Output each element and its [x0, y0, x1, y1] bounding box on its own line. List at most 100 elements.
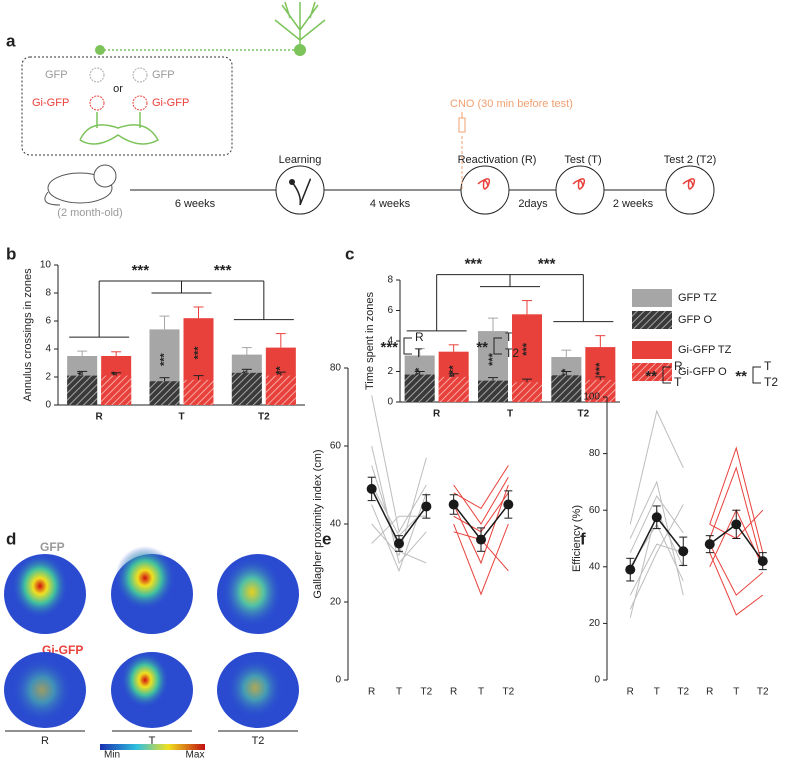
comparison-bracket [403, 337, 412, 355]
mean-point [731, 519, 742, 530]
series-line [709, 446, 764, 553]
y-tick-label: 20 [330, 597, 342, 608]
mean-point [421, 501, 432, 512]
panel-label: a [6, 31, 16, 50]
x-tick-label: T [478, 687, 484, 698]
legend-swatch [632, 311, 672, 329]
y-tick-label: 40 [330, 519, 342, 530]
virus-label: Gi-GFP [152, 97, 189, 109]
age-label: (2 month-old) [57, 207, 122, 219]
series-line [453, 465, 509, 510]
stage-label: Reactivation (R) [458, 154, 537, 166]
bar-stars: *** [594, 362, 606, 376]
x-tick-label: T [733, 687, 739, 698]
mean-point [394, 538, 404, 549]
bar [101, 375, 132, 405]
x-tick-label: R [433, 409, 441, 420]
stage-label: Test (T) [564, 154, 601, 166]
legend-label: Gi-GFP O [678, 366, 727, 378]
y-tick-label: 80 [330, 363, 342, 374]
y-tick-label: 4 [387, 336, 393, 347]
comparison-label: R [415, 330, 424, 344]
bar-stars: *** [487, 352, 499, 366]
comparison-label: T [505, 330, 513, 344]
x-tick-label: T2 [677, 687, 689, 698]
y-tick-label: 2 [387, 366, 393, 377]
y-tick-label: 100 [583, 392, 600, 403]
y-tick-label: 60 [589, 505, 601, 516]
bar [265, 375, 296, 405]
mean-point [757, 556, 768, 567]
y-axis-label: Annulus crossings in zones [22, 268, 34, 402]
y-tick-label: 6 [387, 305, 393, 316]
bracket-stars: *** [132, 262, 150, 279]
maze-path [291, 178, 312, 206]
y-axis-label: Time spent in zones [364, 291, 376, 390]
comparison-label: T2 [505, 346, 519, 360]
series-line [371, 515, 427, 544]
bar-stars: *** [158, 353, 170, 367]
y-tick-label: 4 [45, 344, 51, 355]
panel-label: e [322, 529, 331, 548]
x-tick-label: T2 [577, 409, 589, 420]
interval-label: 2days [518, 198, 548, 210]
comparison-stars: ** [645, 368, 657, 385]
virus-icon [132, 67, 148, 83]
interval-label: 6 weeks [175, 198, 216, 210]
comparison-bracket [493, 337, 502, 355]
bracket-stars: *** [465, 256, 483, 273]
x-tick-label: T [507, 409, 513, 420]
panel-label: d [6, 529, 16, 548]
bar [149, 381, 180, 405]
bar [67, 375, 98, 405]
legend-label: Gi-GFP TZ [678, 344, 732, 356]
panel-label: b [6, 244, 16, 263]
y-tick-label: 20 [589, 618, 601, 629]
comparison-stars: ** [735, 368, 747, 385]
bar [478, 380, 508, 402]
series-line [453, 484, 509, 565]
series-line [629, 409, 684, 525]
virus-label: GFP [152, 69, 175, 81]
x-tick-label: R [627, 687, 634, 698]
x-tick-label: T [178, 412, 184, 423]
series-line [629, 543, 684, 596]
bar-stars: ** [275, 366, 287, 375]
y-tick-label: 10 [40, 260, 52, 271]
brain-outline [79, 112, 160, 145]
colorbar-label: Min [104, 750, 120, 761]
comparison-label: T [674, 375, 682, 389]
legend-swatch [632, 363, 672, 381]
interval-label: 2 weeks [613, 198, 654, 210]
mean-point [704, 539, 715, 550]
x-tick-label: R [368, 687, 375, 698]
mean-point [625, 564, 636, 575]
series-line [709, 552, 764, 616]
comparison-label: R [674, 359, 683, 373]
x-tick-label: T [396, 687, 402, 698]
interval-label: 4 weeks [370, 198, 411, 210]
series-line [629, 495, 684, 553]
bar [404, 374, 435, 402]
series-line [453, 476, 509, 525]
y-axis-label: Gallagher proximity index (cm) [312, 449, 324, 598]
virus-icon [89, 67, 105, 83]
legend-swatch [632, 341, 672, 359]
y-tick-label: 0 [594, 675, 600, 686]
mean-point [678, 546, 689, 557]
comparison-bracket [662, 366, 671, 384]
syringe [458, 112, 466, 190]
bar [183, 379, 214, 405]
x-tick-label: R [706, 687, 713, 698]
heatmaps [4, 546, 299, 728]
stage-circle [275, 165, 325, 215]
series-line [371, 445, 427, 565]
legend-label: GFP O [678, 314, 712, 326]
stage-circle [665, 165, 715, 215]
comparison-label: T [764, 359, 772, 373]
colorbar-label: Max [186, 750, 205, 761]
colorbar [100, 744, 205, 750]
series-line [453, 492, 509, 533]
column-label: T2 [252, 735, 265, 747]
